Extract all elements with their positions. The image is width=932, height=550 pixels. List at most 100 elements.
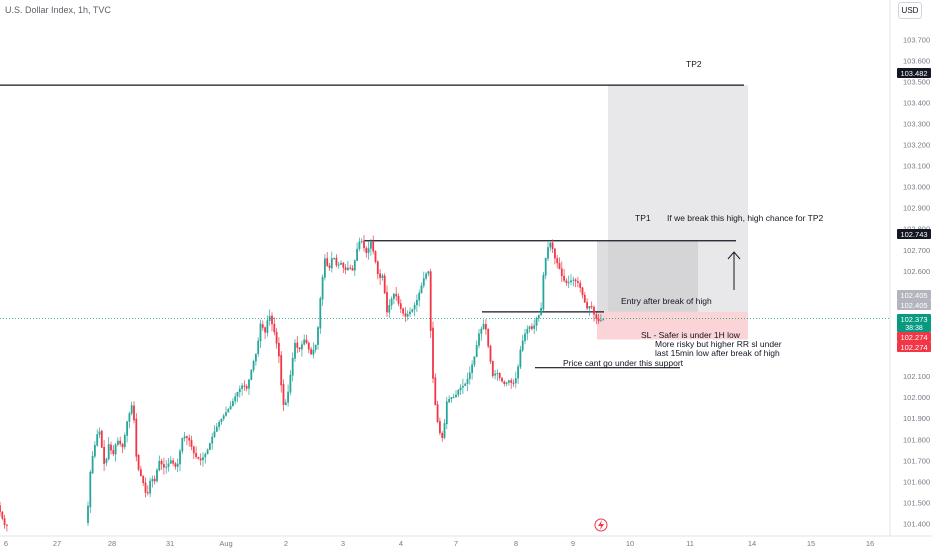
entry-note: Entry after break of high bbox=[621, 296, 712, 306]
y-tick-label: 103.300 bbox=[903, 119, 930, 128]
price-tag-label: 102.274 bbox=[900, 343, 927, 352]
candle-body bbox=[245, 386, 248, 389]
candle-body bbox=[151, 478, 154, 482]
candle-body bbox=[213, 431, 216, 438]
candle-body bbox=[349, 267, 352, 269]
candle-body bbox=[372, 241, 375, 252]
candle-body bbox=[583, 294, 586, 303]
candle-body bbox=[140, 469, 142, 477]
price-tag-label: 102.373 bbox=[900, 315, 927, 324]
candle-body bbox=[558, 263, 561, 269]
y-tick-label: 103.400 bbox=[903, 98, 930, 107]
candle-body bbox=[123, 435, 126, 448]
candle-body bbox=[234, 396, 237, 402]
x-tick-label: 15 bbox=[807, 539, 815, 548]
candle-body bbox=[370, 241, 372, 249]
event-icon bbox=[594, 518, 608, 532]
candle-body bbox=[556, 258, 559, 264]
candle-body bbox=[89, 471, 92, 508]
candle-body bbox=[418, 292, 421, 301]
y-tick-label: 101.600 bbox=[903, 477, 930, 486]
candle-body bbox=[112, 450, 115, 454]
candle-body bbox=[434, 377, 437, 406]
candle-body bbox=[567, 282, 570, 284]
y-tick-label: 103.500 bbox=[903, 77, 930, 86]
y-tick-label: 103.200 bbox=[903, 141, 930, 150]
candle-body bbox=[211, 436, 214, 444]
candle-body bbox=[296, 342, 299, 348]
candle-body bbox=[188, 437, 191, 441]
price-tag-entry-b bbox=[897, 300, 931, 310]
candle-body bbox=[600, 320, 602, 322]
candle-body bbox=[197, 456, 200, 459]
candle-body bbox=[560, 268, 563, 277]
candle-body bbox=[602, 319, 605, 321]
candle-body bbox=[103, 446, 105, 464]
y-tick-label: 103.100 bbox=[903, 162, 930, 171]
candle-body bbox=[110, 444, 112, 451]
candle-body bbox=[581, 287, 584, 296]
candle-body bbox=[547, 247, 549, 259]
candle-body bbox=[590, 306, 593, 308]
candle-body bbox=[360, 240, 363, 242]
price-tag-label: 102.274 bbox=[900, 333, 927, 342]
candle-body bbox=[204, 454, 207, 458]
candle-body bbox=[544, 257, 547, 276]
candle-body bbox=[312, 349, 315, 355]
sl-zone bbox=[597, 311, 748, 340]
candle-body bbox=[174, 463, 177, 467]
x-tick-label: 3 bbox=[341, 539, 345, 548]
y-tick-label: 102.600 bbox=[903, 267, 930, 276]
candle-body bbox=[165, 466, 168, 468]
candle-body bbox=[432, 327, 434, 379]
candle-body bbox=[517, 366, 519, 379]
candle-body bbox=[390, 298, 393, 306]
candle-body bbox=[489, 345, 492, 362]
candle-body bbox=[439, 421, 441, 434]
candle-body bbox=[365, 247, 368, 253]
y-tick-label: 103.000 bbox=[903, 183, 930, 192]
candle-body bbox=[494, 373, 496, 376]
candle-body bbox=[209, 443, 211, 450]
candle-body bbox=[514, 378, 517, 384]
candle-body bbox=[291, 357, 294, 376]
candle-body bbox=[117, 440, 119, 445]
candle-body bbox=[406, 314, 409, 317]
candle-body bbox=[508, 380, 510, 383]
candle-body bbox=[597, 318, 600, 322]
candle-body bbox=[452, 397, 455, 399]
candle-body bbox=[563, 275, 565, 281]
lightning-icon bbox=[598, 520, 604, 530]
candle-body bbox=[351, 268, 354, 271]
candle-body bbox=[379, 273, 381, 278]
candle-body bbox=[144, 482, 147, 493]
candle-body bbox=[593, 307, 595, 315]
candle-body bbox=[248, 379, 250, 389]
candle-body bbox=[402, 308, 404, 314]
candle-body bbox=[303, 339, 306, 345]
candle-body bbox=[342, 262, 345, 268]
currency-button[interactable]: USD bbox=[898, 2, 922, 19]
y-tick-label: 101.700 bbox=[903, 456, 930, 465]
candle-body bbox=[577, 281, 579, 283]
candle-body bbox=[505, 382, 508, 384]
candle-body bbox=[160, 460, 163, 465]
candle-body bbox=[280, 355, 283, 386]
candle-body bbox=[176, 463, 179, 467]
candle-body bbox=[321, 276, 324, 300]
level-lines bbox=[0, 84, 890, 369]
candle-body bbox=[383, 275, 386, 294]
candle-body bbox=[340, 262, 342, 265]
candle-body bbox=[282, 384, 285, 405]
candle-body bbox=[413, 304, 416, 310]
candle-body bbox=[241, 385, 243, 389]
candle-body bbox=[535, 318, 538, 326]
candle-body bbox=[487, 328, 490, 347]
candle-body bbox=[149, 480, 151, 494]
x-tick-label: 8 bbox=[514, 539, 518, 548]
candle-body bbox=[266, 320, 269, 333]
candle-body bbox=[441, 432, 444, 438]
candle-body bbox=[153, 478, 156, 482]
